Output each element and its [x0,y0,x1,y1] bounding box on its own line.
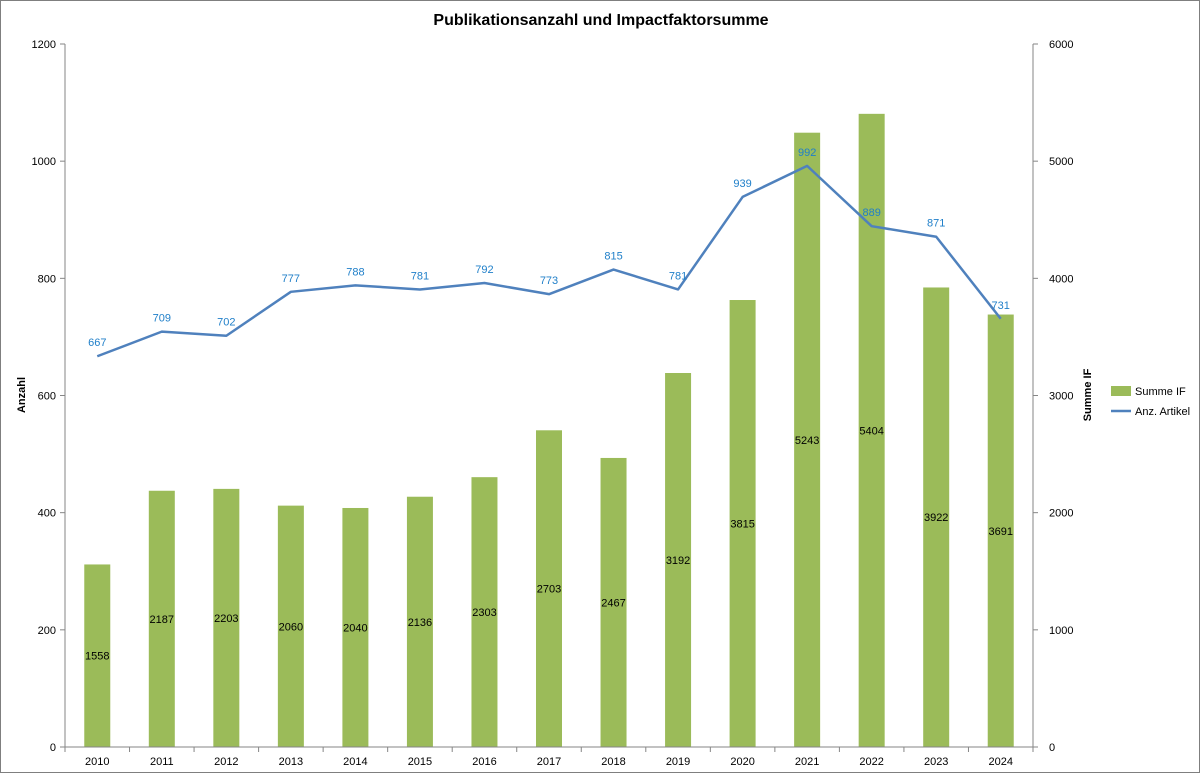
bar-value-label: 2203 [214,613,238,625]
axes: 0 200 400 600 800 1000 1200 0 1000 2000 3000 4000 50… [32,39,1074,768]
y-right-tick-label: 0 [1049,742,1055,754]
x-tick-label: 2012 [214,756,238,768]
bar-2015 [406,496,433,747]
line-value-label: 773 [540,275,558,287]
bar-value-label: 2703 [537,584,561,596]
bar-2018 [600,457,627,747]
line-value-label: 992 [798,147,816,159]
bar-value-label: 2467 [601,597,625,609]
x-tick-label: 2021 [795,756,819,768]
bar-2017 [536,430,562,747]
x-tick-label: 2020 [730,756,754,768]
line-value-label: 709 [153,313,171,325]
bar-value-label: 2303 [472,607,496,619]
bar-2014 [342,507,369,747]
y-axis-left-title: Anzahl [16,377,28,413]
data-labels: 1558 2187 2203 2060 2040 2136 2303 2703 2467 3192… [85,147,1013,663]
bar-value-label: 3815 [730,519,754,531]
chart-title: Publikationsanzahl und Impactfaktorsumme [433,12,768,29]
bar-2010 [84,564,111,747]
bar-value-label: 3691 [988,526,1012,538]
bar-2020 [729,300,756,747]
bar-value-label: 2060 [279,621,303,633]
line-value-label: 939 [733,178,751,190]
line-anz-artikel [96,164,1002,358]
bar-2023 [923,287,950,747]
bar-2024 [987,314,1014,747]
line-value-label: 788 [346,266,364,278]
bar-2011 [148,490,175,747]
bar-value-label: 3192 [666,555,690,567]
bar-series-summe-if [84,113,1014,747]
line-value-label: 871 [927,218,945,230]
x-tick-label: 2023 [924,756,948,768]
y-left-tick-label: 800 [38,273,56,285]
x-tick-label: 2024 [988,756,1012,768]
bar-value-label: 2040 [343,622,367,634]
y-right-tick-label: 5000 [1049,156,1073,168]
legend-label-summe-if: Summe IF [1135,386,1186,398]
x-tick-label: 2013 [279,756,303,768]
bar-2012 [213,488,240,747]
x-tick-label: 2019 [666,756,690,768]
x-tick-label: 2014 [343,756,367,768]
x-tick-label: 2022 [859,756,883,768]
y-left-tick-label: 1000 [32,156,56,168]
line-value-label: 777 [282,273,300,285]
y-right-tick-label: 6000 [1049,39,1073,51]
bar-value-label: 2187 [150,614,174,626]
legend-label-anz-artikel: Anz. Artikel [1135,406,1190,418]
line-value-label: 792 [475,264,493,276]
bar-value-label: 3922 [924,512,948,524]
y-left-tick-label: 400 [38,508,56,520]
legend: Summe IF Anz. Artikel [1111,386,1190,418]
bar-value-label: 5404 [859,425,883,437]
bar-value-label: 1558 [85,651,109,663]
y-left-tick-label: 0 [50,742,56,754]
bar-2019 [665,373,692,747]
y-right-tick-label: 1000 [1049,625,1073,637]
line-value-label: 889 [862,207,880,219]
y-right-tick-label: 2000 [1049,508,1073,520]
x-tick-label: 2015 [408,756,432,768]
x-tick-label: 2016 [472,756,496,768]
x-tick-label: 2010 [85,756,109,768]
line-value-label: 815 [604,251,622,263]
line-value-label: 702 [217,317,235,329]
bar-value-label: 2136 [408,617,432,629]
y-left-tick-label: 600 [38,391,56,403]
y-axis-right-title: Summe IF [1082,368,1094,421]
x-tick-label: 2011 [150,756,174,768]
y-left-tick-label: 200 [38,625,56,637]
y-right-tick-label: 3000 [1049,391,1073,403]
line-value-label: 731 [992,300,1010,312]
line-value-label: 781 [411,270,429,282]
line-value-label: 667 [88,337,106,349]
line-value-label: 781 [669,270,687,282]
y-right-tick-label: 4000 [1049,273,1073,285]
bar-2016 [471,477,498,747]
bar-value-label: 5243 [795,435,819,447]
bar-2021 [794,132,821,747]
x-tick-label: 2017 [537,756,561,768]
bar-2013 [277,505,304,747]
y-left-tick-label: 1200 [32,39,56,51]
legend-swatch-summe-if [1111,386,1131,396]
line-series-anz-artikel [96,164,1002,358]
x-tick-label: 2018 [601,756,625,768]
